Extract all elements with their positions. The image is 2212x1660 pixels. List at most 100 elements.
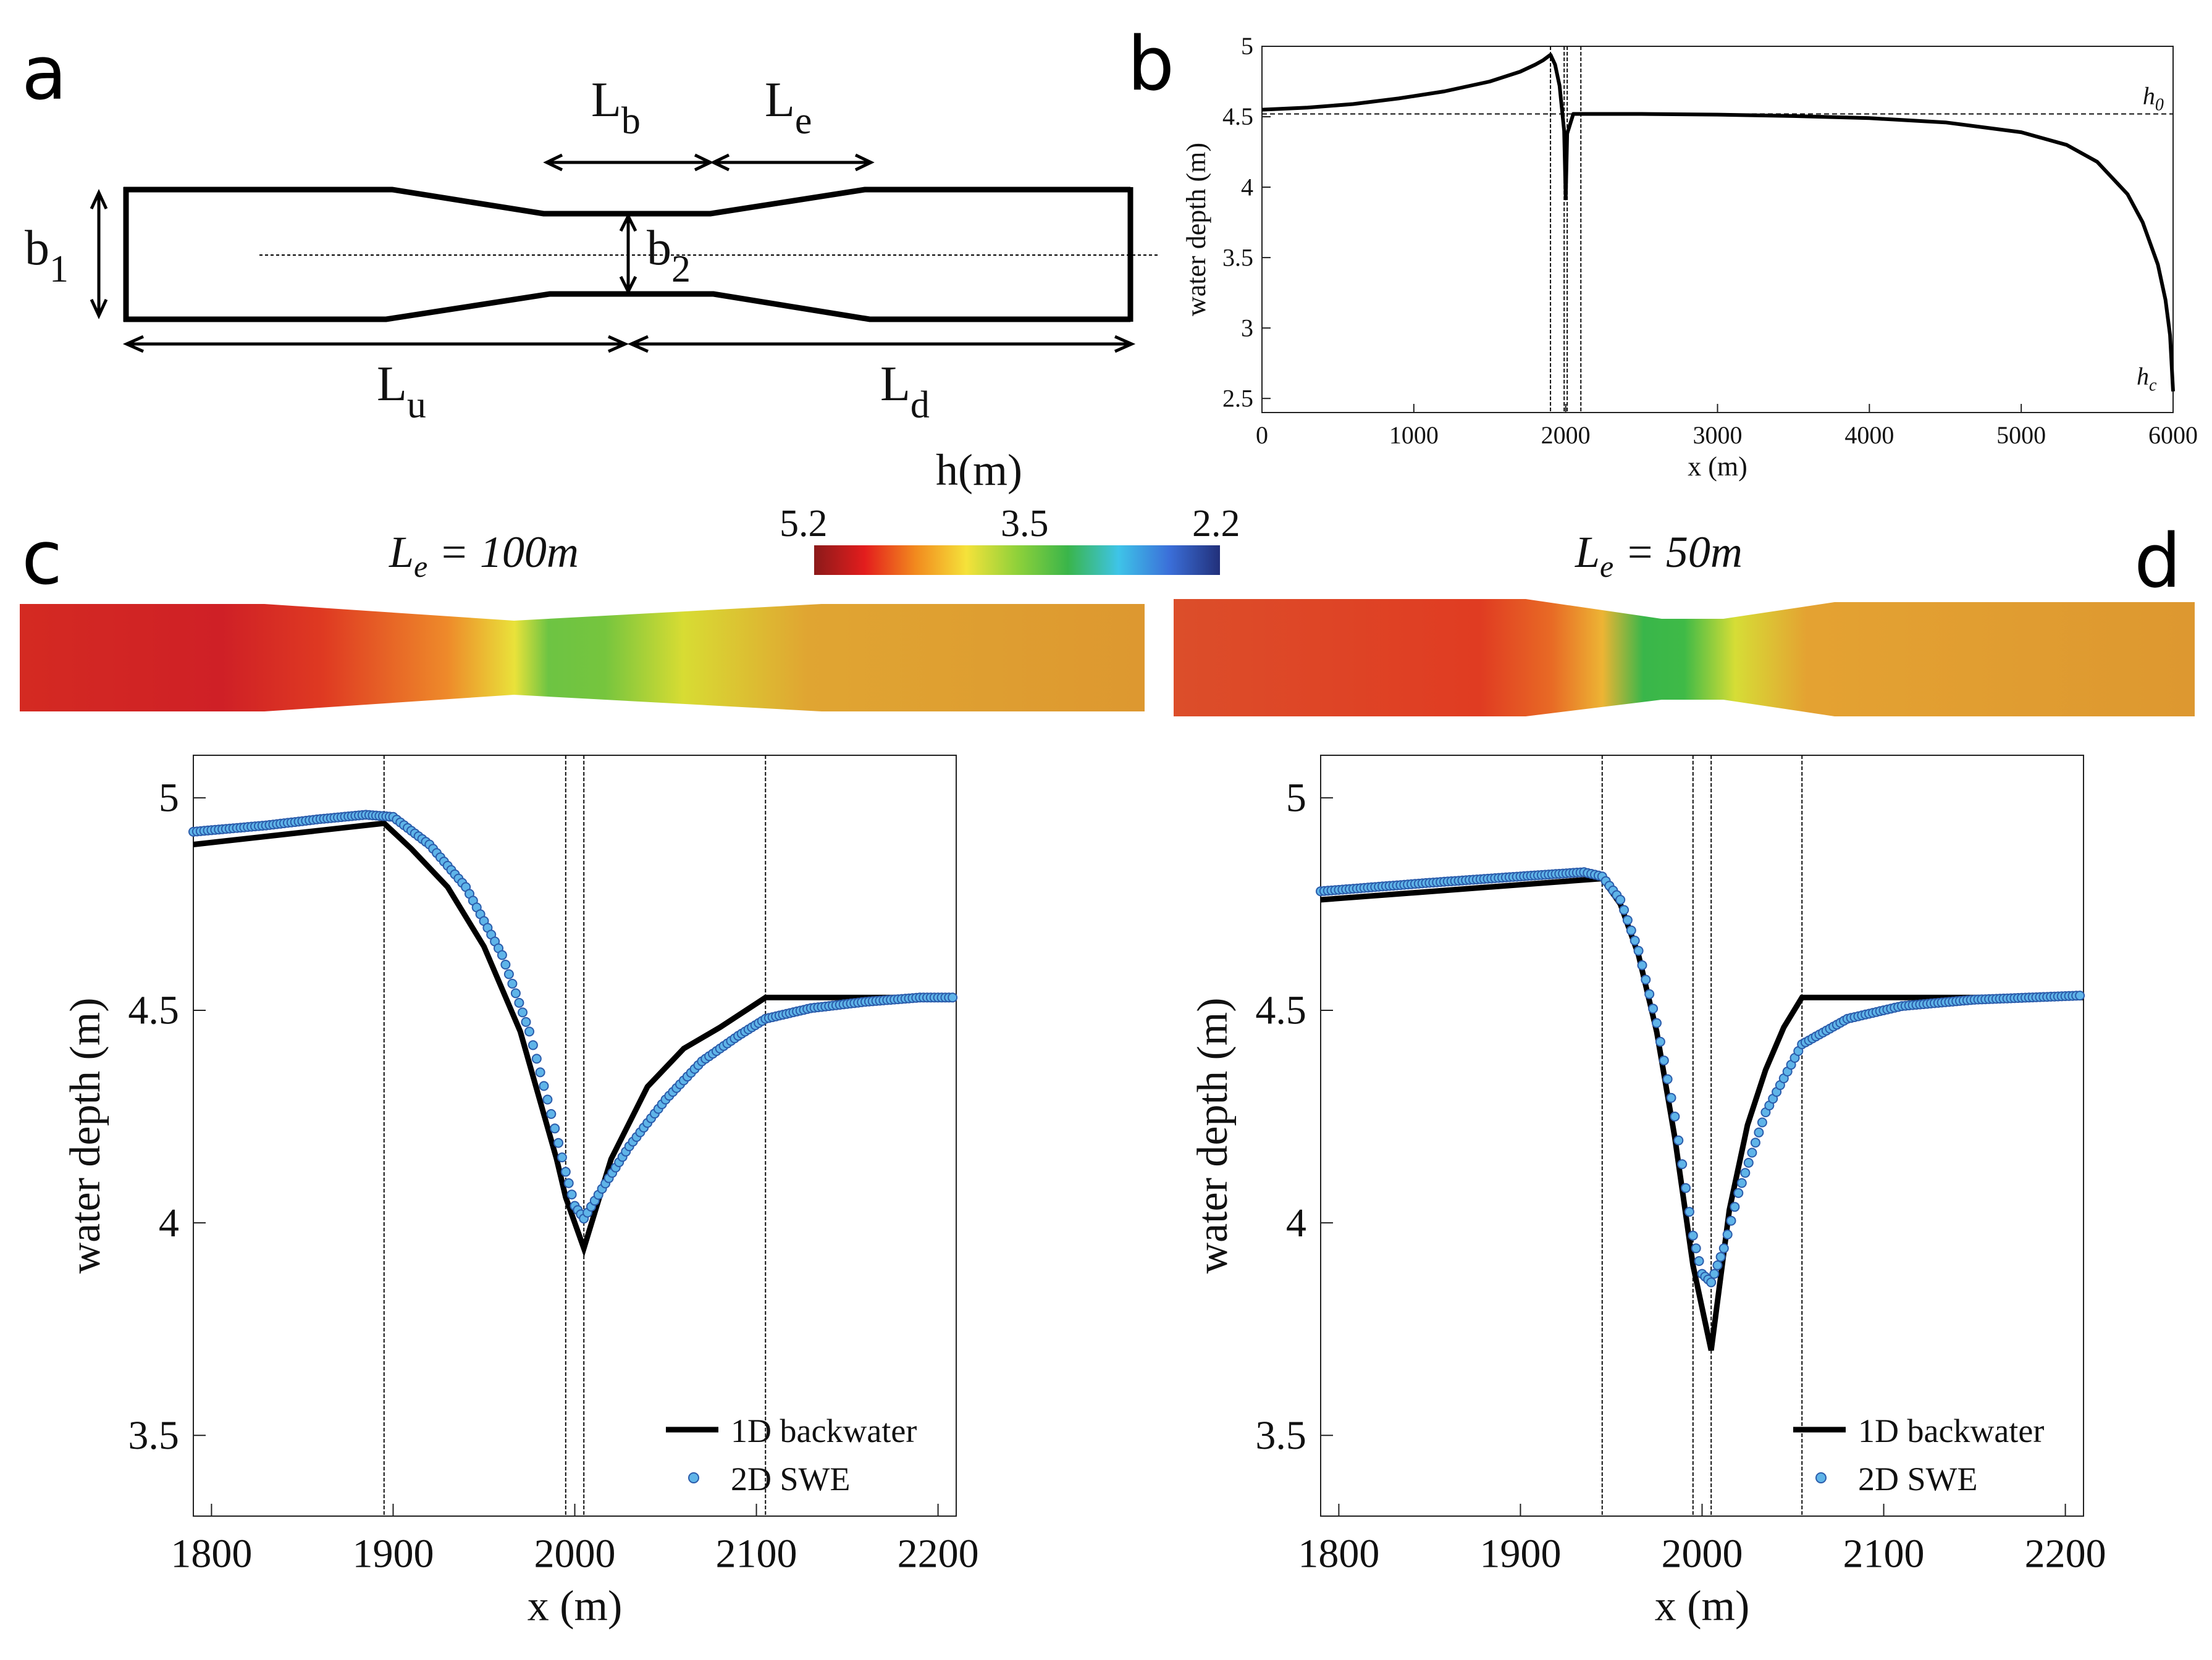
y-tick-label: 2.5: [1222, 384, 1253, 412]
swe-2d-point: [560, 1167, 571, 1177]
x-tick-label: 2000: [1662, 1532, 1743, 1577]
y-tick-label: 4.5: [1255, 988, 1306, 1033]
swe-2d-point: [948, 992, 958, 1003]
swe-2d-point: [1677, 1159, 1688, 1170]
swe-2d-point: [1615, 895, 1626, 905]
svg-text:Ld: Ld: [880, 357, 930, 426]
colorbar-tick-mid: 3.5: [1001, 503, 1049, 545]
x-tick-label: 1900: [352, 1532, 434, 1577]
x-tick-label: 2100: [1843, 1532, 1925, 1577]
channel-d-fill: [1174, 599, 2195, 716]
channel-d-title-var: L: [1575, 527, 1600, 577]
x-tick-label: 1800: [170, 1532, 252, 1577]
channel-c-title-sub: e: [414, 549, 427, 584]
y-tick-label: 4.5: [128, 988, 179, 1033]
channel-c-title-val: = 100m: [427, 527, 579, 577]
swe-2d-point: [1733, 1188, 1744, 1198]
h0-label: h0: [2143, 82, 2164, 114]
label-Lb: L: [591, 73, 621, 127]
swe-2d-point: [518, 1007, 528, 1018]
swe-2d-point: [521, 1017, 531, 1027]
panel-label-a: a: [22, 31, 67, 117]
x-tick-label: 2200: [2025, 1532, 2106, 1577]
swe-2d-point: [1688, 1230, 1698, 1241]
channel-d-title-val: = 50m: [1613, 527, 1743, 577]
channel-top-wall: [124, 187, 1130, 217]
y-tick-label: 4.5: [1222, 103, 1253, 130]
label-b1-sub: 1: [49, 248, 69, 290]
swe-2d-point: [1691, 1243, 1701, 1254]
legend-label-backwater: 1D backwater: [1858, 1412, 2044, 1449]
plot-frame-b: [1261, 46, 2174, 413]
x-axis-label: x (m): [528, 1582, 623, 1630]
x-axis-label: x (m): [1688, 451, 1747, 482]
svg-text:Le = 100m: Le = 100m: [389, 527, 579, 584]
swe-2d-point: [524, 1026, 534, 1037]
swe-2d-point: [1722, 1230, 1733, 1239]
chart-d: 1800 1900 2000 2100 2200 3.5 4 4.5 5 x (m) water d…: [1189, 755, 2106, 1630]
hc-label-sub: c: [2149, 375, 2157, 395]
swe-2d-point: [507, 978, 518, 989]
svg-text:Le: Le: [765, 73, 812, 142]
channel-bottom-wall: [124, 291, 1130, 322]
x-tick-label: 5000: [1996, 421, 2046, 449]
swe-2d-point: [1659, 1055, 1669, 1066]
swe-2d-point: [1706, 1277, 1717, 1288]
svg-text:b2: b2: [647, 221, 691, 290]
swe-2d-point: [1730, 1202, 1740, 1212]
y-tick-label: 4: [1241, 173, 1253, 201]
swe-2d-point: [1754, 1127, 1764, 1138]
label-Le-sub: e: [795, 100, 812, 142]
swe-2d-point: [531, 1054, 542, 1064]
plot-frame-c: [193, 755, 957, 1517]
swe-2d-point: [1648, 1004, 1659, 1014]
colorbar-bar: [814, 545, 1220, 575]
legend-marker-swatch: [688, 1472, 699, 1483]
label-b2: b: [647, 221, 671, 275]
channel-schematic: [90, 153, 1160, 353]
h0-label-letter: h: [2143, 82, 2155, 109]
swe-2d-point: [553, 1138, 563, 1148]
panel-label-d: d: [2134, 519, 2181, 605]
swe-2d-point: [563, 1178, 574, 1188]
legend-label-swe: 2D SWE: [731, 1461, 850, 1498]
x-tick-label: 2200: [898, 1532, 979, 1577]
swe-2d-point: [1681, 1183, 1691, 1193]
swe-2d-point: [1715, 1252, 1726, 1262]
x-tick-label: 0: [1256, 421, 1268, 449]
channel-c-fill: [20, 604, 1145, 711]
label-Lu: L: [377, 357, 407, 411]
swe-2d-point: [1757, 1117, 1767, 1128]
swe-2d-point: [550, 1123, 560, 1134]
y-tick-label: 4: [159, 1201, 179, 1246]
y-tick-label: 3: [1241, 314, 1253, 342]
legend-label-swe: 2D SWE: [1858, 1461, 1977, 1498]
swe-2d-point: [1740, 1168, 1751, 1178]
legend-label-backwater: 1D backwater: [731, 1412, 917, 1449]
svg-text:Lb: Lb: [591, 73, 641, 142]
swe-2d-point: [1622, 915, 1633, 925]
swe-2d-point: [1694, 1256, 1704, 1266]
swe-2d-point: [503, 969, 514, 979]
schematic-labels: Lb Le b1 b2 Lu Ld: [25, 73, 930, 426]
x-tick-label: 2000: [1541, 421, 1591, 449]
chart-c: 1800 1900 2000 2100 2200 3.5 4 4.5 5 x (m) water d…: [62, 755, 979, 1630]
swe-2d-point: [1743, 1157, 1754, 1168]
panel-label-b: b: [1127, 22, 1174, 107]
h0-label-sub: 0: [2155, 95, 2164, 114]
swe-2d-point: [1747, 1147, 1757, 1158]
label-Ld-sub: d: [910, 384, 930, 426]
y-tick-label: 3.5: [1255, 1413, 1306, 1458]
colorbar-tick-left: 5.2: [780, 503, 828, 545]
x-tick-label: 6000: [2148, 421, 2198, 449]
hc-label: hc: [2137, 362, 2157, 395]
x-tick-label: 3000: [1693, 421, 1743, 449]
swe-2d-markers: [188, 810, 958, 1224]
colorbar: h(m) 5.2 3.5 2.2: [780, 445, 1240, 575]
swe-2d-point: [500, 960, 511, 970]
x-tick-label: 2100: [716, 1532, 797, 1577]
x-axis-label: x (m): [1655, 1582, 1750, 1630]
swe-2d-point: [1709, 1268, 1720, 1279]
swe-2d-point: [1712, 1260, 1723, 1270]
